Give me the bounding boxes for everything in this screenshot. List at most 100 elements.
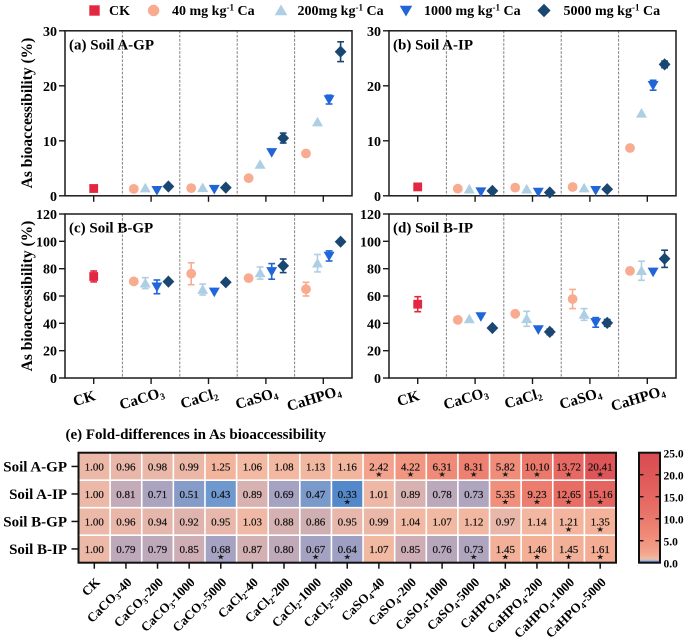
svg-text:0.96: 0.96 xyxy=(116,516,136,528)
svg-text:0.98: 0.98 xyxy=(148,461,168,473)
svg-text:(b) Soil A-IP: (b) Soil A-IP xyxy=(393,37,473,53)
svg-text:1.21: 1.21 xyxy=(559,516,578,528)
svg-text:1.45: 1.45 xyxy=(559,544,579,556)
svg-text:As bioaccessibility (%): As bioaccessibility (%) xyxy=(19,221,36,372)
svg-text:Soil A-GP: Soil A-GP xyxy=(3,459,67,475)
svg-text:60: 60 xyxy=(43,290,57,305)
svg-text:0.86: 0.86 xyxy=(306,516,326,528)
svg-text:120: 120 xyxy=(360,208,381,223)
svg-text:5000 mg kg-1 Ca: 5000 mg kg-1 Ca xyxy=(564,2,661,19)
svg-text:30: 30 xyxy=(367,25,381,40)
svg-text:5.35: 5.35 xyxy=(496,489,516,501)
svg-text:0.87: 0.87 xyxy=(243,544,263,556)
svg-text:0.85: 0.85 xyxy=(180,544,200,556)
svg-text:0.64: 0.64 xyxy=(338,544,358,556)
svg-text:120: 120 xyxy=(36,208,57,223)
svg-text:0.95: 0.95 xyxy=(338,516,358,528)
svg-text:0.85: 0.85 xyxy=(401,544,421,556)
svg-text:1.00: 1.00 xyxy=(85,516,105,528)
svg-text:0.78: 0.78 xyxy=(432,489,452,501)
svg-text:30: 30 xyxy=(43,25,57,40)
svg-text:20: 20 xyxy=(43,80,57,95)
svg-text:20.0: 20.0 xyxy=(664,471,684,483)
svg-text:0.68: 0.68 xyxy=(211,544,231,556)
svg-text:1.35: 1.35 xyxy=(591,516,611,528)
svg-text:15.16: 15.16 xyxy=(588,489,613,501)
svg-text:100: 100 xyxy=(360,235,381,250)
svg-text:1.03: 1.03 xyxy=(243,516,263,528)
svg-text:2.42: 2.42 xyxy=(369,461,388,473)
svg-text:0.79: 0.79 xyxy=(116,544,136,556)
svg-text:CK: CK xyxy=(71,388,98,410)
svg-text:20: 20 xyxy=(367,80,381,95)
svg-text:0.97: 0.97 xyxy=(496,516,516,528)
svg-text:CK: CK xyxy=(395,388,422,410)
svg-text:1.16: 1.16 xyxy=(338,461,358,473)
svg-text:8.31: 8.31 xyxy=(464,461,483,473)
svg-text:0: 0 xyxy=(50,190,57,205)
svg-text:As bioaccessibility (%): As bioaccessibility (%) xyxy=(19,38,36,189)
svg-text:0.73: 0.73 xyxy=(464,544,484,556)
svg-text:100: 100 xyxy=(36,235,57,250)
svg-text:20: 20 xyxy=(43,345,57,360)
svg-text:0.96: 0.96 xyxy=(116,461,136,473)
svg-text:0: 0 xyxy=(374,190,381,205)
svg-text:0.79: 0.79 xyxy=(148,544,168,556)
svg-text:0.73: 0.73 xyxy=(464,489,484,501)
svg-text:0.43: 0.43 xyxy=(211,489,231,501)
svg-text:1.01: 1.01 xyxy=(369,489,388,501)
svg-text:0: 0 xyxy=(50,372,57,387)
svg-text:5.82: 5.82 xyxy=(496,461,515,473)
svg-text:0.99: 0.99 xyxy=(369,516,389,528)
svg-text:(d) Soil B-IP: (d) Soil B-IP xyxy=(393,221,473,237)
svg-text:(a) Soil A-GP: (a) Soil A-GP xyxy=(69,37,154,53)
svg-text:0.76: 0.76 xyxy=(432,544,452,556)
svg-text:1.00: 1.00 xyxy=(85,544,105,556)
svg-text:12.65: 12.65 xyxy=(556,489,581,501)
svg-text:CK: CK xyxy=(109,4,130,19)
svg-text:0.88: 0.88 xyxy=(274,516,294,528)
svg-text:0.47: 0.47 xyxy=(306,489,326,501)
svg-text:0.92: 0.92 xyxy=(180,516,199,528)
svg-text:0.99: 0.99 xyxy=(180,461,200,473)
svg-text:20: 20 xyxy=(367,345,381,360)
svg-text:1000 mg kg-1 Ca: 1000 mg kg-1 Ca xyxy=(424,2,521,19)
svg-text:20.41: 20.41 xyxy=(588,461,613,473)
svg-text:0.33: 0.33 xyxy=(338,489,358,501)
svg-text:1.07: 1.07 xyxy=(432,516,452,528)
svg-text:0.71: 0.71 xyxy=(148,489,167,501)
svg-text:5.0: 5.0 xyxy=(664,537,679,549)
svg-text:1.00: 1.00 xyxy=(85,489,105,501)
svg-text:80: 80 xyxy=(43,263,57,278)
svg-text:1.13: 1.13 xyxy=(306,461,326,473)
svg-text:Soil A-IP: Soil A-IP xyxy=(9,487,67,503)
svg-text:0.95: 0.95 xyxy=(211,516,231,528)
svg-text:10.10: 10.10 xyxy=(525,461,550,473)
svg-text:9.23: 9.23 xyxy=(527,489,547,501)
svg-text:(c) Soil B-GP: (c) Soil B-GP xyxy=(69,221,153,237)
svg-text:1.12: 1.12 xyxy=(464,516,483,528)
svg-text:1.25: 1.25 xyxy=(211,461,231,473)
svg-text:6.31: 6.31 xyxy=(432,461,451,473)
svg-text:0.67: 0.67 xyxy=(306,544,326,556)
svg-text:10: 10 xyxy=(367,135,381,150)
svg-text:0.81: 0.81 xyxy=(116,489,135,501)
svg-text:1.06: 1.06 xyxy=(243,461,263,473)
svg-text:1.00: 1.00 xyxy=(85,461,105,473)
svg-text:10: 10 xyxy=(43,135,57,150)
svg-text:0.0: 0.0 xyxy=(664,559,679,571)
svg-text:10.0: 10.0 xyxy=(664,515,684,527)
svg-text:0.80: 0.80 xyxy=(274,544,294,556)
svg-text:25.0: 25.0 xyxy=(664,449,684,461)
svg-text:Soil B-GP: Soil B-GP xyxy=(3,514,67,530)
svg-text:1.45: 1.45 xyxy=(496,544,516,556)
svg-text:0.51: 0.51 xyxy=(180,489,199,501)
svg-text:0.94: 0.94 xyxy=(148,516,168,528)
svg-text:13.72: 13.72 xyxy=(556,461,581,473)
svg-text:80: 80 xyxy=(367,263,381,278)
svg-text:1.14: 1.14 xyxy=(527,516,547,528)
svg-text:40: 40 xyxy=(367,317,381,332)
svg-text:1.08: 1.08 xyxy=(274,461,294,473)
svg-text:0.69: 0.69 xyxy=(274,489,294,501)
svg-text:1.04: 1.04 xyxy=(401,516,421,528)
